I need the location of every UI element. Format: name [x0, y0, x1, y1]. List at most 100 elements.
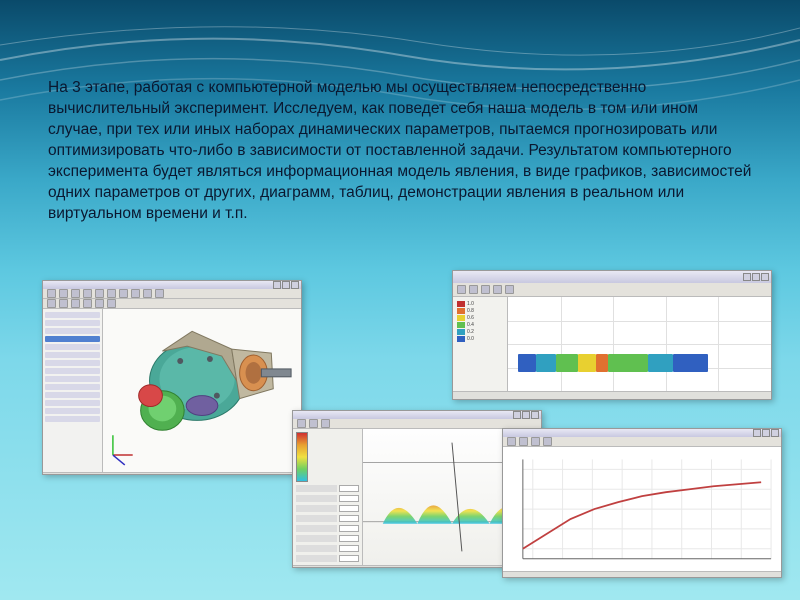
close-icon [761, 273, 769, 281]
cad-feature-tree [43, 309, 103, 472]
slide-body-text: На 3 этапе, работая с компьютерной модел… [48, 78, 752, 224]
tool-icon [543, 437, 552, 446]
tool-icon [119, 289, 128, 298]
tool-icon [519, 437, 528, 446]
min-icon [743, 273, 751, 281]
cb-toolbar [453, 283, 771, 297]
grid-line [508, 344, 771, 345]
tool-icon [83, 299, 92, 308]
legend-row: 0.0 [457, 336, 503, 342]
legend-label: 0.8 [467, 308, 474, 314]
physics-colorbar [296, 432, 308, 482]
tool-icon [71, 299, 80, 308]
cad-toolbar [43, 289, 301, 299]
graph-plot [503, 447, 781, 571]
profile-band [578, 354, 596, 372]
tool-icon [131, 289, 140, 298]
tree-item [45, 320, 100, 326]
tool-icon [59, 299, 68, 308]
legend-swatch [457, 336, 465, 342]
tool-icon [47, 299, 56, 308]
legend-swatch [457, 322, 465, 328]
tree-item [45, 336, 100, 342]
profile-band [608, 354, 648, 372]
tree-item [45, 368, 100, 374]
tree-item [45, 360, 100, 366]
legend-label: 0.2 [467, 329, 474, 335]
legend-swatch [457, 329, 465, 335]
cad-statusbar [43, 472, 301, 474]
legend-row: 1.0 [457, 301, 503, 307]
tree-item [45, 328, 100, 334]
tree-item [45, 416, 100, 422]
tool-icon [107, 299, 116, 308]
legend-row: 0.4 [457, 322, 503, 328]
legend-swatch [457, 301, 465, 307]
legend-swatch [457, 315, 465, 321]
graph-screenshot [502, 428, 782, 578]
param-row [296, 555, 359, 562]
max-icon [522, 411, 530, 419]
cad-toolbar-2 [43, 299, 301, 309]
legend-label: 0.4 [467, 322, 474, 328]
tool-icon [47, 289, 56, 298]
screenshot-group: 1.00.80.60.40.20.0 [42, 280, 762, 580]
tool-icon [493, 285, 502, 294]
param-row [296, 505, 359, 512]
cad-titlebar [43, 281, 301, 289]
gr-titlebar [503, 429, 781, 437]
tool-icon [143, 289, 152, 298]
max-icon [282, 281, 290, 289]
max-icon [762, 429, 770, 437]
tool-icon [155, 289, 164, 298]
profile-band [556, 354, 578, 372]
tool-icon [531, 437, 540, 446]
tool-icon [297, 419, 306, 428]
grid-line [508, 321, 771, 322]
param-row [296, 545, 359, 552]
param-row [296, 525, 359, 532]
profile-band [596, 354, 608, 372]
close-icon [771, 429, 779, 437]
gr-toolbar [503, 437, 781, 447]
profile-band [648, 354, 673, 372]
gr-statusbar [503, 571, 781, 577]
colorbar-legend: 1.00.80.60.40.20.0 [453, 297, 508, 391]
tool-icon [321, 419, 330, 428]
min-icon [513, 411, 521, 419]
tool-icon [457, 285, 466, 294]
param-row [296, 515, 359, 522]
min-icon [273, 281, 281, 289]
min-icon [753, 429, 761, 437]
tool-icon [59, 289, 68, 298]
legend-label: 1.0 [467, 301, 474, 307]
tool-icon [507, 437, 516, 446]
cb-statusbar [453, 391, 771, 399]
phys-titlebar [293, 411, 541, 419]
tree-item [45, 376, 100, 382]
tool-icon [95, 299, 104, 308]
colorbar-plot [508, 297, 771, 391]
tree-item [45, 408, 100, 414]
legend-row: 0.8 [457, 308, 503, 314]
cb-titlebar [453, 271, 771, 283]
profile-band [518, 354, 536, 372]
tool-icon [83, 289, 92, 298]
tool-icon [469, 285, 478, 294]
param-row [296, 485, 359, 492]
legend-row: 0.6 [457, 315, 503, 321]
param-row [296, 535, 359, 542]
cad-screenshot [42, 280, 302, 475]
tool-icon [95, 289, 104, 298]
legend-label: 0.0 [467, 336, 474, 342]
legend-row: 0.2 [457, 329, 503, 335]
physics-params [293, 429, 363, 565]
tool-icon [481, 285, 490, 294]
cad-viewport [103, 309, 301, 472]
tree-item [45, 384, 100, 390]
tree-item [45, 352, 100, 358]
close-icon [291, 281, 299, 289]
tool-icon [71, 289, 80, 298]
tree-item [45, 392, 100, 398]
tree-item [45, 400, 100, 406]
